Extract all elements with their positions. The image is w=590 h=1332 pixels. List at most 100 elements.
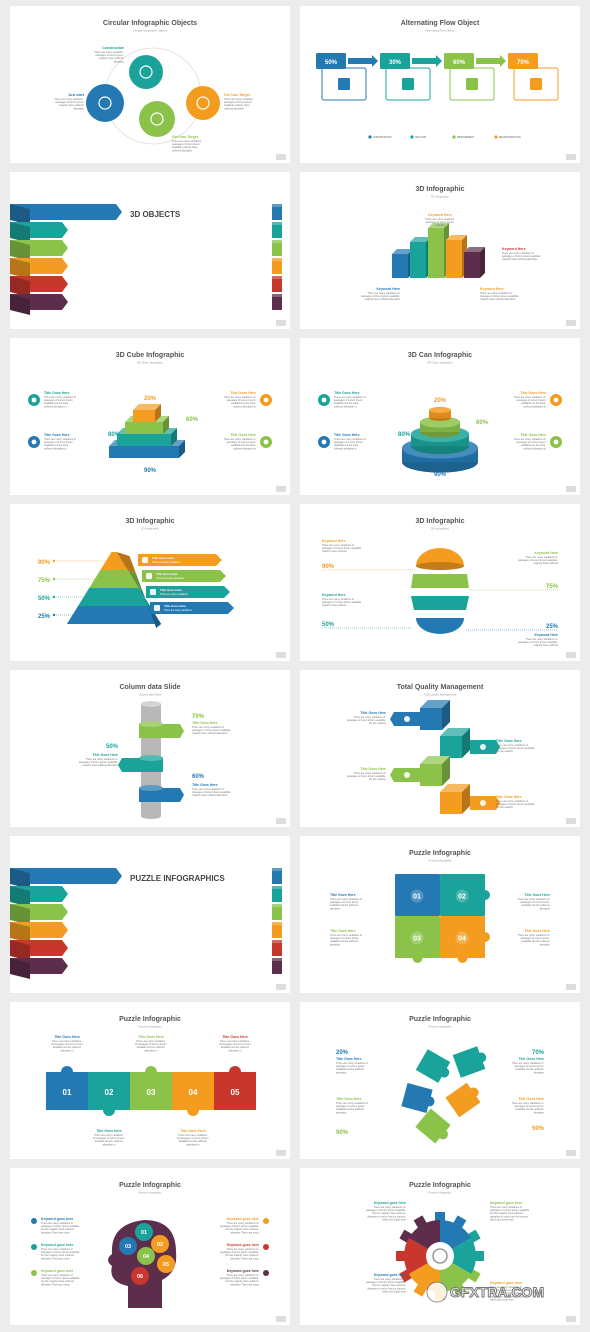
legend-label: ANALYSIS — [415, 136, 427, 139]
body-line: There are many variations of — [223, 438, 256, 441]
item-heading: Title Goes Here — [164, 604, 186, 608]
shape — [401, 1083, 433, 1113]
body-line: which don't look even — [490, 1298, 514, 1301]
shape — [272, 886, 282, 902]
slide-title: 3D Infographic — [415, 186, 464, 193]
shape — [338, 78, 350, 90]
item-heading: Construction — [102, 46, 124, 50]
item-heading: Title Goes Here — [44, 433, 70, 437]
body-line: but the majority have suffered — [225, 1254, 259, 1257]
body-line: passages of lorem ipsum available — [480, 295, 519, 298]
body-line: passages of Lorem Ipsum — [515, 1105, 544, 1108]
shape — [78, 588, 150, 606]
shape — [272, 868, 282, 884]
body-line: There are many variations of — [322, 544, 355, 547]
shape — [476, 1052, 487, 1063]
body-text: There are many variations of passages of… — [330, 934, 363, 946]
body-line: available but the suffered — [330, 904, 359, 907]
page-number-box — [276, 1150, 286, 1156]
shape — [272, 294, 282, 310]
piece-number: 04 — [143, 1254, 150, 1260]
body-line: There are many variations — [54, 98, 84, 101]
slide: Column data Slide Column data Slide 70% 50%… — [10, 670, 290, 827]
item-heading: Title Goes Here — [360, 767, 386, 771]
body-line: There are many variations of — [496, 800, 529, 803]
shape — [412, 55, 442, 67]
body-line: passages of Lorem Ipsum available — [490, 1289, 530, 1292]
piece-number: 01 — [413, 893, 421, 900]
section-title: PUZZLE INFOGRAPHICS — [130, 874, 225, 883]
body-line: There are many variations of — [336, 1102, 369, 1105]
body-text: There are many variations passages of lo… — [425, 218, 455, 227]
body-line: of passages of Lorem Ipsum — [219, 1043, 251, 1046]
body-text: There are many variations of passages of… — [41, 1248, 80, 1260]
body-text: There are many variations of passages of… — [223, 396, 256, 408]
body-line: available but the suffered — [515, 1068, 544, 1071]
slide-title: Column data Slide — [119, 684, 180, 691]
section-title: 3D OBJECTS — [130, 210, 181, 219]
shape — [411, 596, 469, 610]
percent-label: 50% — [322, 622, 335, 628]
shape — [410, 889, 424, 903]
body-line: There are many variations of — [226, 1248, 259, 1251]
slide: Circular Infographic Objects Circular Inf… — [10, 6, 290, 163]
slide-subtitle: Puzzle Infographic — [138, 1191, 162, 1195]
percent-label: 70% — [192, 714, 205, 720]
shape — [163, 416, 169, 434]
body-line: There are many variations of — [367, 292, 400, 295]
body-line: alteration There are many — [230, 1257, 259, 1260]
body-line: available majority have — [172, 146, 198, 149]
item-heading: Title Goes Here — [524, 893, 550, 897]
shape — [139, 65, 153, 79]
shape — [272, 904, 282, 920]
slide-title: Puzzle Infographic — [409, 1182, 471, 1189]
slide: 3D Infographic 3D Infographic Title Goes H… — [10, 504, 290, 661]
body-line: There are many variations of — [41, 1274, 74, 1277]
item-heading: Title Goes Here — [518, 1097, 544, 1101]
page-number-box — [276, 1316, 286, 1322]
body-line: but the majority have suffered — [225, 1280, 259, 1283]
shape — [272, 958, 282, 974]
body-line: passages of lorem Ipsum available — [347, 719, 386, 722]
body-line: alteration — [540, 943, 551, 946]
item-heading: Keyword goes here — [227, 1269, 259, 1273]
shape — [139, 724, 163, 738]
shape — [446, 235, 467, 240]
shape — [272, 222, 282, 225]
shape — [440, 1238, 476, 1274]
shape — [119, 1237, 137, 1255]
shape — [10, 868, 30, 889]
slide-subtitle: Column data Slide — [139, 693, 162, 697]
body-text: There are many variations — [164, 609, 193, 612]
body-line: available but the have — [334, 444, 359, 447]
shape — [272, 886, 282, 889]
body-text: There are many variations of passages of… — [366, 1278, 407, 1293]
shape — [440, 784, 470, 792]
slide-title: 3D Cube Infographic — [116, 352, 185, 359]
body-line: There are many variations of — [334, 438, 367, 441]
item-heading: Title Goes Here — [230, 391, 256, 395]
body-text: There are many variations of passages of… — [502, 252, 541, 261]
percent-label: 80% — [108, 432, 121, 438]
slide: Alternating Flow Object Alternating Flow … — [300, 6, 580, 163]
shape — [272, 258, 282, 274]
body-text: There are many variations of passages of… — [192, 726, 231, 735]
legend-label: IMPROVEMENT — [457, 137, 475, 139]
shape — [109, 446, 179, 458]
shape — [98, 96, 112, 110]
page-number-box — [276, 486, 286, 492]
body-text: There are many variations of passages of… — [490, 1206, 530, 1221]
body-line: alteration in some form by humour — [367, 1287, 406, 1290]
body-line: available but the suffered — [137, 1046, 166, 1049]
shape — [316, 53, 346, 69]
body-line: There are many variations of — [373, 1206, 406, 1209]
shape — [424, 1096, 435, 1107]
shape — [420, 756, 450, 764]
slide-subtitle: 3D Infographic — [141, 527, 160, 531]
shape — [229, 1066, 241, 1078]
percent-label: 90% — [38, 560, 51, 566]
body-text: There are many variations of passages of… — [336, 1062, 369, 1074]
percent-label: 50% — [38, 596, 51, 602]
shape — [125, 422, 163, 434]
body-line: There are many variations of — [353, 716, 386, 719]
